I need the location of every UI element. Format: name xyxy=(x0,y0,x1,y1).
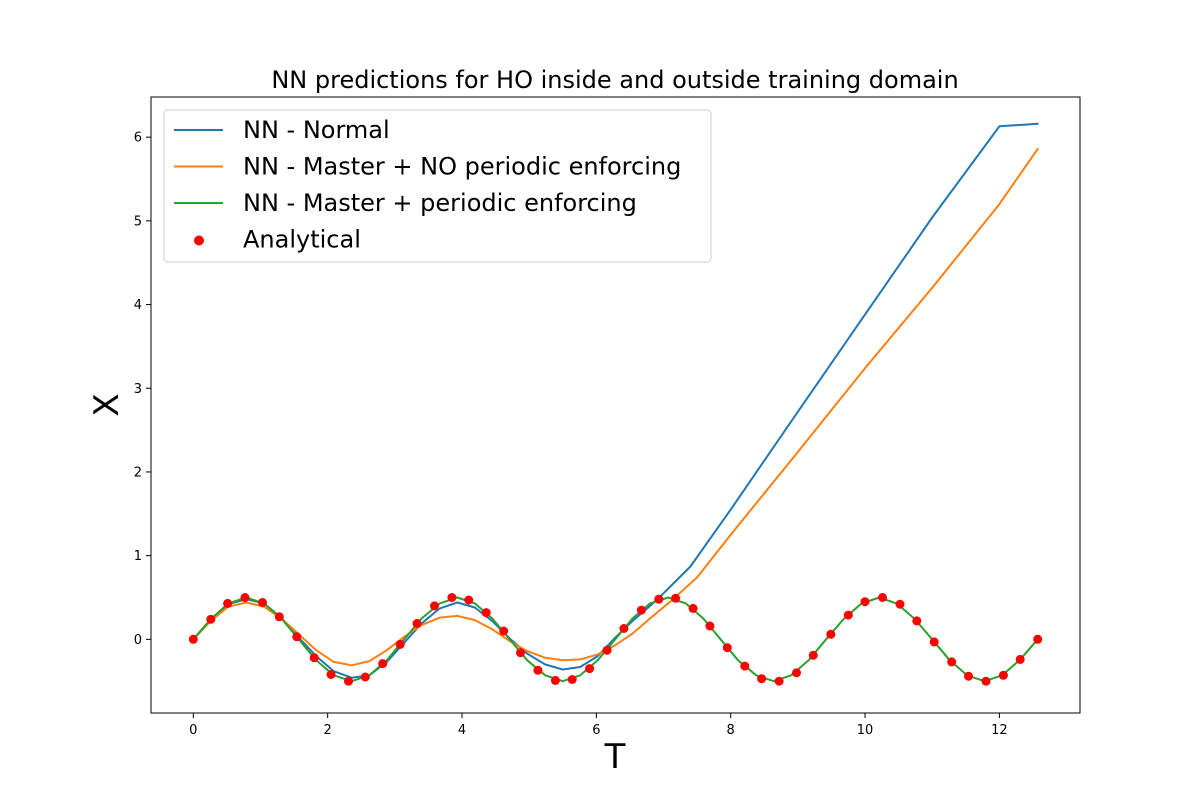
legend: NN - Normal NN - Master + NO periodic enf… xyxy=(163,109,712,263)
analytical-point xyxy=(499,626,509,636)
analytical-point xyxy=(705,621,715,631)
analytical-point xyxy=(929,637,939,647)
x-tick-label: 6 xyxy=(592,723,600,738)
y-tick-label: 1 xyxy=(134,549,142,564)
x-tick-label: 8 xyxy=(727,723,735,738)
legend-swatch-analytical xyxy=(194,235,204,246)
analytical-point xyxy=(826,629,836,639)
analytical-point xyxy=(774,676,784,686)
analytical-point xyxy=(619,624,629,633)
analytical-point xyxy=(516,648,525,658)
y-axis-label: X xyxy=(87,393,127,416)
analytical-point xyxy=(1033,634,1043,644)
analytical-point xyxy=(843,610,853,620)
legend-label-analytical: Analytical xyxy=(243,226,361,254)
analytical-point xyxy=(481,608,491,618)
plot-area-frame xyxy=(150,96,1081,714)
analytical-point xyxy=(430,601,439,611)
analytical-point xyxy=(533,665,543,675)
y-tick-label: 4 xyxy=(134,298,142,313)
analytical-point xyxy=(998,670,1008,680)
analytical-point xyxy=(740,661,750,671)
analytical-point xyxy=(878,593,887,602)
analytical-point xyxy=(722,643,732,653)
analytical-point xyxy=(585,664,595,674)
analytical-point xyxy=(808,650,818,660)
analytical-point xyxy=(309,653,319,663)
analytical-point xyxy=(326,670,336,679)
analytical-point xyxy=(757,674,767,684)
analytical-point xyxy=(206,614,216,624)
x-axis-ticks: 0 2 4 6 8 10 12 xyxy=(189,713,1008,738)
analytical-point xyxy=(895,599,905,609)
analytical-point xyxy=(654,594,664,604)
series-line-nn-master-no-periodic-enforcing xyxy=(192,147,1039,667)
analytical-point xyxy=(912,616,922,626)
analytical-point xyxy=(1015,654,1025,664)
analytical-point xyxy=(274,612,284,622)
analytical-point xyxy=(567,675,577,684)
y-tick-label: 6 xyxy=(134,131,142,146)
legend-frame xyxy=(163,109,712,263)
x-tick-label: 10 xyxy=(857,723,874,738)
analytical-point xyxy=(464,595,474,605)
chart-title: NN predictions for HO inside and outside… xyxy=(271,66,958,94)
y-tick-label: 0 xyxy=(134,633,142,648)
analytical-point xyxy=(981,676,991,686)
analytical-point xyxy=(964,671,973,681)
legend-label-nn-master-periodic-enforcing: NN - Master + periodic enforcing xyxy=(243,189,637,217)
analytical-point xyxy=(378,659,388,669)
y-tick-label: 5 xyxy=(134,214,142,229)
plot-series-layer xyxy=(188,122,1043,686)
analytical-point xyxy=(292,632,302,642)
analytical-point xyxy=(792,668,801,678)
x-tick-label: 4 xyxy=(458,723,466,738)
x-tick-label: 12 xyxy=(991,723,1008,738)
analytical-point xyxy=(636,605,646,615)
analytical-point xyxy=(860,597,870,607)
analytical-point xyxy=(258,598,267,607)
y-tick-label: 3 xyxy=(134,382,142,397)
analytical-point xyxy=(947,657,957,667)
x-axis-label: T xyxy=(604,737,626,777)
analytical-point xyxy=(360,672,370,682)
x-tick-label: 2 xyxy=(324,723,332,738)
x-tick-label: 0 xyxy=(189,723,197,738)
analytical-point xyxy=(223,598,233,608)
y-tick-label: 2 xyxy=(134,465,142,480)
analytical-point xyxy=(240,593,250,602)
legend-label-nn-master-no-periodic-enforcing: NN - Master + NO periodic enforcing xyxy=(243,153,681,181)
analytical-point xyxy=(412,618,422,628)
analytical-point xyxy=(447,593,457,602)
analytical-point xyxy=(671,593,681,603)
legend-label-nn-normal: NN - Normal xyxy=(243,116,390,144)
analytical-point xyxy=(344,676,353,686)
analytical-point xyxy=(602,645,612,655)
y-axis-ticks: 0 1 2 3 4 5 6 xyxy=(134,131,151,648)
analytical-point xyxy=(188,634,198,644)
analytical-point xyxy=(395,639,405,649)
analytical-point xyxy=(688,603,698,613)
analytical-point xyxy=(550,675,560,685)
